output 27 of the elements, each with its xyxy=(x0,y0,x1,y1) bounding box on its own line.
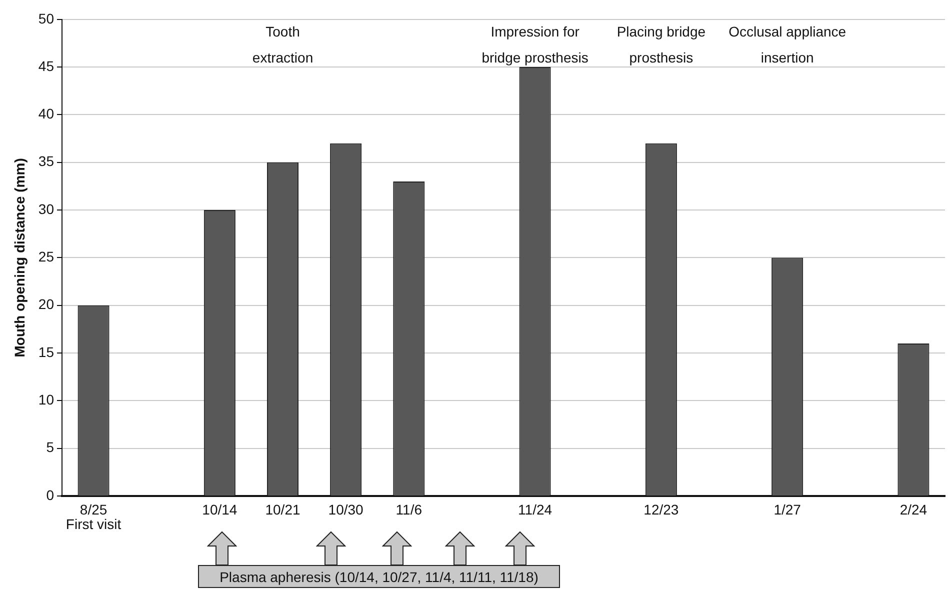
y-tick-label: 25 xyxy=(38,248,54,265)
y-tick-label: 50 xyxy=(38,10,54,26)
y-tick-label: 5 xyxy=(46,439,54,456)
x-tick-label: 10/30 xyxy=(328,501,364,518)
annotation: Placing bridge prosthesis xyxy=(616,23,706,66)
x-tick-label: 8/25 xyxy=(80,501,108,518)
y-tick-label: 15 xyxy=(38,344,54,360)
x-tick-label: 10/14 xyxy=(202,501,238,518)
text: Plasma apheresis (10/14, 10/27, 11/4, 11/11, 11/18) xyxy=(198,565,560,588)
x-tick-label: 12/23 xyxy=(644,501,679,518)
y-tick-label: 40 xyxy=(38,106,54,122)
y-axis-title: Mouth opening distance (mm) xyxy=(11,158,28,358)
y-tick-label: 0 xyxy=(46,486,54,503)
x-tick-label: 11/6 xyxy=(396,501,422,518)
x-tick-label: 10/21 xyxy=(265,501,300,518)
y-tick-label: 30 xyxy=(38,200,54,217)
y-tick-label: 35 xyxy=(38,153,54,170)
annotation: Occlusal appliance insertion xyxy=(728,23,846,66)
text: First visit xyxy=(66,516,122,532)
x-tick-label: 11/24 xyxy=(518,501,552,518)
y-tick-label: 45 xyxy=(38,58,54,74)
x-tick-label: 1/27 xyxy=(774,501,802,518)
annotation: Impression for bridge prosthesis xyxy=(482,23,588,66)
annotation: Tooth extraction xyxy=(252,23,314,66)
y-tick-label: 10 xyxy=(38,392,54,408)
x-tick-label: 2/24 xyxy=(900,501,928,518)
y-tick-label: 20 xyxy=(38,296,54,312)
